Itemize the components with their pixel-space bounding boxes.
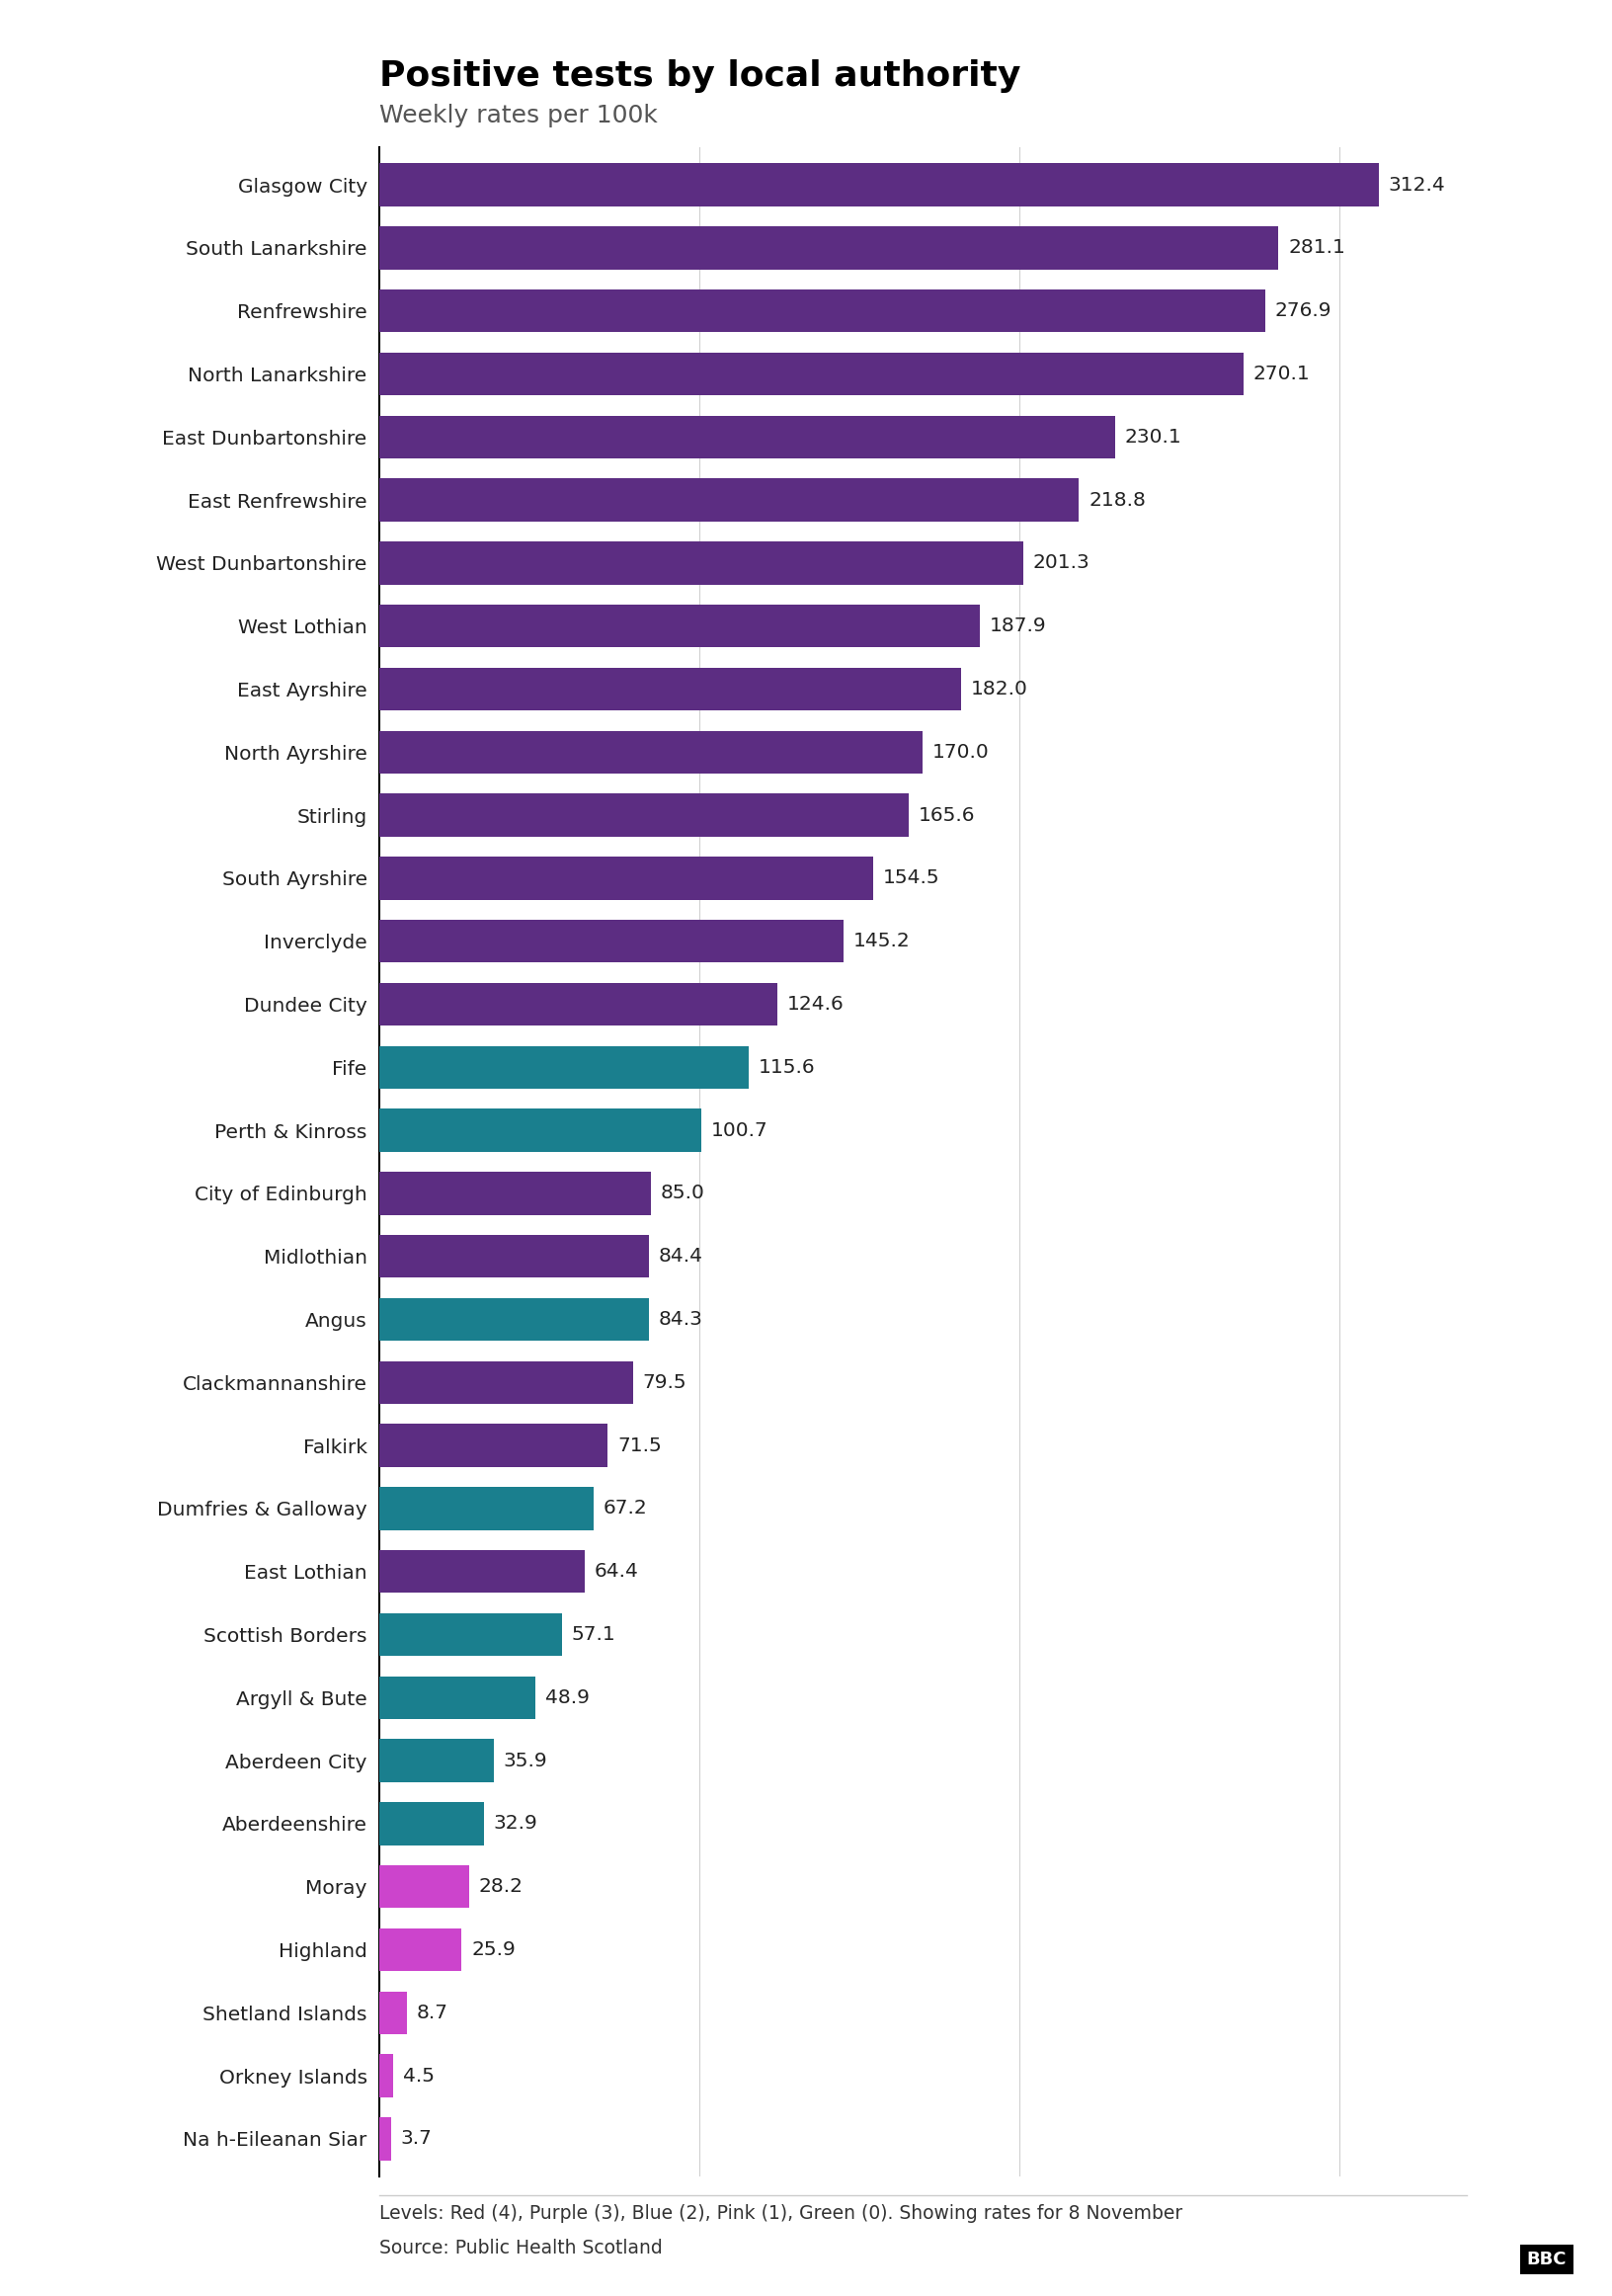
Text: 84.3: 84.3	[658, 1311, 703, 1329]
Bar	[379, 1676, 535, 1720]
Bar	[379, 1424, 608, 1467]
Text: 57.1: 57.1	[571, 1626, 616, 1644]
Text: 270.1: 270.1	[1253, 365, 1311, 383]
Bar	[379, 1802, 484, 1846]
Text: 100.7: 100.7	[711, 1120, 767, 1139]
Bar	[379, 1550, 585, 1593]
Text: Positive tests by local authority: Positive tests by local authority	[379, 60, 1020, 94]
Bar	[379, 1297, 648, 1341]
Text: 25.9: 25.9	[471, 1940, 516, 1958]
Bar	[379, 1362, 634, 1403]
Text: 71.5: 71.5	[617, 1435, 661, 1456]
Text: 85.0: 85.0	[661, 1185, 704, 1203]
Text: 8.7: 8.7	[416, 2004, 448, 2023]
Bar	[379, 730, 922, 774]
Text: 115.6: 115.6	[758, 1058, 816, 1077]
Bar	[379, 1235, 650, 1279]
Bar	[379, 1864, 469, 1908]
Text: 32.9: 32.9	[493, 1814, 538, 1832]
Text: 84.4: 84.4	[659, 1247, 703, 1265]
Bar	[379, 604, 980, 647]
Text: 48.9: 48.9	[545, 1688, 590, 1706]
Text: 165.6: 165.6	[919, 806, 975, 824]
Text: Source: Public Health Scotland: Source: Public Health Scotland	[379, 2239, 663, 2257]
Bar	[379, 351, 1243, 395]
Bar	[379, 1488, 593, 1529]
Text: 3.7: 3.7	[400, 2128, 432, 2149]
Text: BBC: BBC	[1527, 2250, 1567, 2268]
Text: 187.9: 187.9	[990, 618, 1046, 636]
Text: 230.1: 230.1	[1125, 427, 1182, 445]
Bar	[379, 227, 1278, 269]
Text: 64.4: 64.4	[595, 1561, 638, 1582]
Text: Levels: Red (4), Purple (3), Blue (2), Pink (1), Green (0). Showing rates for 8 : Levels: Red (4), Purple (3), Blue (2), P…	[379, 2204, 1182, 2223]
Bar	[379, 542, 1024, 585]
Text: 276.9: 276.9	[1275, 301, 1332, 319]
Bar	[379, 2055, 393, 2096]
Text: 145.2: 145.2	[853, 932, 911, 951]
Text: 67.2: 67.2	[603, 1499, 648, 1518]
Text: 35.9: 35.9	[503, 1752, 548, 1770]
Text: Weekly rates per 100k: Weekly rates per 100k	[379, 103, 658, 126]
Text: 154.5: 154.5	[883, 868, 940, 889]
Text: 182.0: 182.0	[970, 680, 1028, 698]
Text: 124.6: 124.6	[787, 994, 845, 1013]
Bar	[379, 1991, 406, 2034]
Bar	[379, 1614, 561, 1655]
Bar	[379, 983, 777, 1026]
Bar	[379, 1171, 651, 1215]
Bar	[379, 1109, 701, 1153]
Text: 281.1: 281.1	[1288, 239, 1344, 257]
Text: 201.3: 201.3	[1033, 553, 1090, 572]
Bar	[379, 856, 874, 900]
Bar	[379, 289, 1265, 333]
Bar	[379, 668, 961, 709]
Bar	[379, 1929, 461, 1972]
Text: 4.5: 4.5	[403, 2066, 434, 2085]
Bar	[379, 794, 909, 836]
Bar	[379, 1738, 493, 1782]
Text: 312.4: 312.4	[1388, 174, 1446, 195]
Bar	[379, 921, 843, 962]
Bar	[379, 478, 1078, 521]
Text: 79.5: 79.5	[643, 1373, 687, 1391]
Text: 218.8: 218.8	[1088, 491, 1146, 510]
Bar	[379, 163, 1378, 207]
Text: 170.0: 170.0	[932, 742, 990, 762]
Bar	[379, 2117, 390, 2161]
Text: 28.2: 28.2	[479, 1878, 524, 1896]
Bar	[379, 1045, 748, 1088]
Bar	[379, 416, 1116, 459]
